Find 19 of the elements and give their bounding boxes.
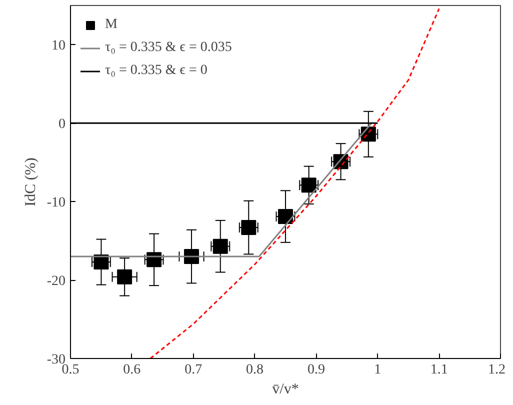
x-tick-label: 1.2 [488,362,506,378]
x-tick-label: 1 [374,362,382,378]
y-tick-label: 10 [52,38,66,54]
x-tick-label: 0.7 [184,362,202,378]
legend-label: M [105,17,118,33]
point [212,238,228,254]
x-tick-label: 1.1 [430,362,448,378]
x-tick-label: 0.8 [246,362,264,378]
x-tick-label: 0.9 [307,362,325,378]
legend-label: τ₀ = 0.335 & ϵ = 0.035 [105,40,232,56]
x-tick-label: 0.6 [123,362,141,378]
x-axis-title: v̄/v* [272,382,299,398]
y-tick-label: -20 [46,274,66,290]
y-tick-label: 0 [58,117,66,132]
point [117,269,132,284]
y-axis-title: IdC (%) [22,158,39,206]
x-tick-label: 0.5 [62,362,80,378]
y-tick-label: -10 [46,196,66,211]
legend-label: τ₀ = 0.335 & ϵ = 0 [105,63,208,79]
